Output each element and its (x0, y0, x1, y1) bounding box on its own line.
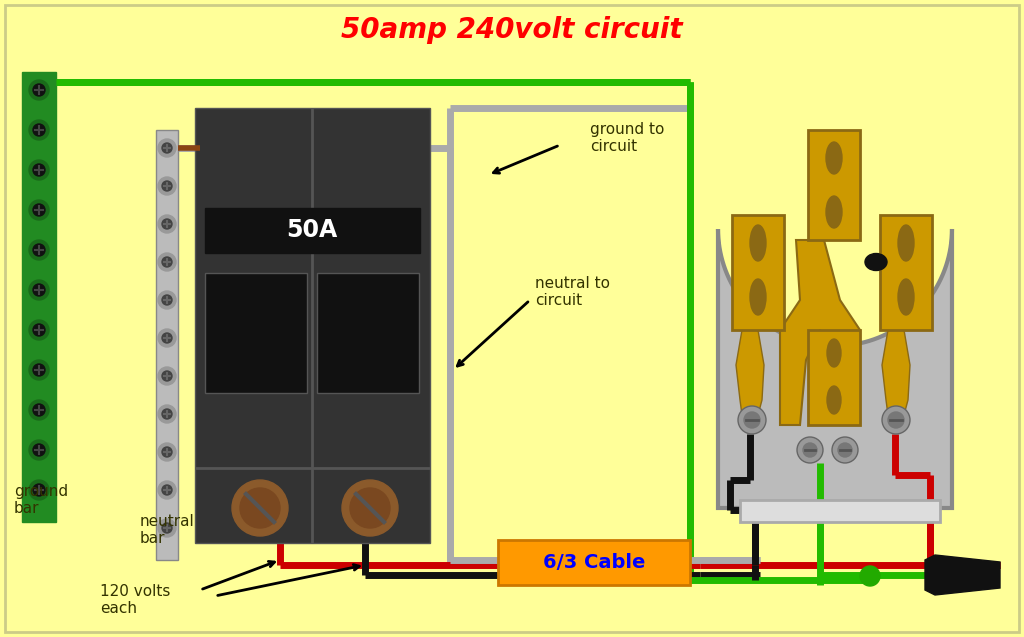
Circle shape (158, 405, 176, 423)
Bar (732, 215, 784, 330)
Text: 120 volts
each: 120 volts each (100, 583, 170, 616)
Circle shape (158, 443, 176, 461)
Circle shape (162, 485, 172, 495)
Circle shape (162, 523, 172, 533)
Bar (498, 540, 690, 585)
Circle shape (158, 177, 176, 195)
Circle shape (158, 367, 176, 385)
Circle shape (162, 371, 172, 381)
Ellipse shape (750, 225, 766, 261)
Text: neutral
bar: neutral bar (140, 514, 195, 546)
Circle shape (803, 443, 817, 457)
Ellipse shape (827, 386, 841, 414)
Circle shape (162, 181, 172, 191)
Circle shape (888, 412, 904, 428)
Ellipse shape (898, 279, 914, 315)
Text: 50A: 50A (287, 218, 338, 242)
Text: 50amp 240volt circuit: 50amp 240volt circuit (341, 16, 683, 44)
Bar (195, 108, 430, 543)
Circle shape (158, 481, 176, 499)
Bar (205, 208, 420, 253)
Ellipse shape (826, 142, 842, 174)
Circle shape (29, 120, 49, 140)
Bar (740, 500, 940, 522)
Bar (205, 273, 307, 393)
Circle shape (33, 364, 45, 376)
Circle shape (33, 284, 45, 296)
Circle shape (158, 291, 176, 309)
Circle shape (162, 409, 172, 419)
Circle shape (162, 257, 172, 267)
Polygon shape (718, 229, 952, 508)
Circle shape (29, 160, 49, 180)
Circle shape (158, 253, 176, 271)
Bar (808, 330, 860, 425)
Circle shape (882, 406, 910, 434)
Polygon shape (736, 330, 764, 415)
Circle shape (29, 240, 49, 260)
Circle shape (33, 84, 45, 96)
Bar (808, 130, 860, 240)
Circle shape (162, 143, 172, 153)
Text: ground
bar: ground bar (14, 483, 69, 516)
Ellipse shape (865, 254, 887, 271)
Circle shape (33, 324, 45, 336)
Bar (156, 130, 178, 560)
Ellipse shape (898, 225, 914, 261)
Circle shape (33, 444, 45, 456)
Ellipse shape (826, 196, 842, 228)
Circle shape (158, 139, 176, 157)
Circle shape (738, 406, 766, 434)
Circle shape (29, 280, 49, 300)
Ellipse shape (827, 339, 841, 367)
Circle shape (33, 484, 45, 496)
Ellipse shape (750, 279, 766, 315)
Polygon shape (925, 555, 1000, 595)
Circle shape (33, 244, 45, 256)
Text: ground to
circuit: ground to circuit (590, 122, 665, 154)
Circle shape (162, 219, 172, 229)
Circle shape (831, 437, 858, 463)
Circle shape (162, 295, 172, 305)
Circle shape (33, 404, 45, 416)
Circle shape (29, 80, 49, 100)
Circle shape (158, 215, 176, 233)
Circle shape (158, 329, 176, 347)
Circle shape (162, 447, 172, 457)
Circle shape (29, 480, 49, 500)
Bar (317, 273, 419, 393)
Circle shape (232, 480, 288, 536)
Circle shape (29, 360, 49, 380)
Polygon shape (780, 240, 860, 425)
Circle shape (33, 204, 45, 216)
Circle shape (29, 440, 49, 460)
Circle shape (342, 480, 398, 536)
Circle shape (29, 320, 49, 340)
Circle shape (158, 519, 176, 537)
Polygon shape (882, 330, 910, 415)
Circle shape (162, 333, 172, 343)
Bar (880, 215, 932, 330)
Circle shape (350, 488, 390, 528)
Circle shape (240, 488, 280, 528)
Circle shape (744, 412, 760, 428)
Circle shape (797, 437, 823, 463)
Circle shape (860, 566, 880, 586)
Circle shape (33, 164, 45, 176)
Text: neutral to
circuit: neutral to circuit (535, 276, 610, 308)
Circle shape (33, 124, 45, 136)
Circle shape (29, 200, 49, 220)
Text: 6/3 Cable: 6/3 Cable (543, 552, 645, 571)
Bar (22, 72, 56, 522)
Circle shape (838, 443, 852, 457)
Circle shape (29, 400, 49, 420)
